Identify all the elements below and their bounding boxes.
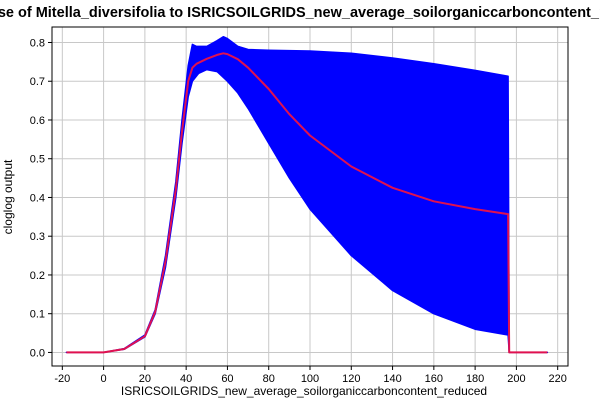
- chart-title: Response of Mitella_diversifolia to ISRI…: [0, 5, 600, 21]
- x-tick-label: 180: [466, 373, 484, 385]
- y-axis-label: cloglog output: [1, 159, 15, 234]
- x-tick-label: 220: [549, 373, 567, 385]
- x-tick-label: 0: [101, 373, 107, 385]
- x-axis: -20 0 20 40 60 80 100 120 140 160 180 200 220: [54, 366, 567, 385]
- y-axis: 0.0 0.1 0.2 0.3 0.4 0.5 0.6 0.7 0.8: [30, 37, 52, 359]
- x-tick-label: 20: [139, 373, 151, 385]
- y-tick-label: 0.5: [30, 154, 45, 166]
- x-tick-label: 200: [507, 373, 525, 385]
- mean-response-line: [66, 52, 548, 354]
- y-tick-label: 0.3: [30, 231, 45, 243]
- plot-band: [65, 35, 549, 354]
- x-tick-label: 140: [383, 373, 401, 385]
- y-tick-label: 0.4: [30, 192, 45, 204]
- y-tick-label: 0.0: [30, 347, 45, 359]
- y-tick-label: 0.6: [30, 115, 45, 127]
- x-tick-label: 160: [425, 373, 443, 385]
- y-tick-label: 0.1: [30, 309, 45, 321]
- y-tick-label: 0.7: [30, 76, 45, 88]
- x-tick-label: -20: [54, 373, 70, 385]
- x-tick-label: 80: [263, 373, 275, 385]
- x-tick-label: 100: [301, 373, 319, 385]
- x-tick-label: 60: [221, 373, 233, 385]
- x-axis-label: ISRICSOILGRIDS_new_average_soilorganicca…: [121, 384, 487, 398]
- confidence-band: [65, 35, 549, 354]
- y-tick-label: 0.8: [30, 37, 45, 49]
- plot-lines: [66, 52, 548, 354]
- y-tick-label: 0.2: [30, 270, 45, 282]
- x-tick-label: 120: [342, 373, 360, 385]
- x-tick-label: 40: [180, 373, 192, 385]
